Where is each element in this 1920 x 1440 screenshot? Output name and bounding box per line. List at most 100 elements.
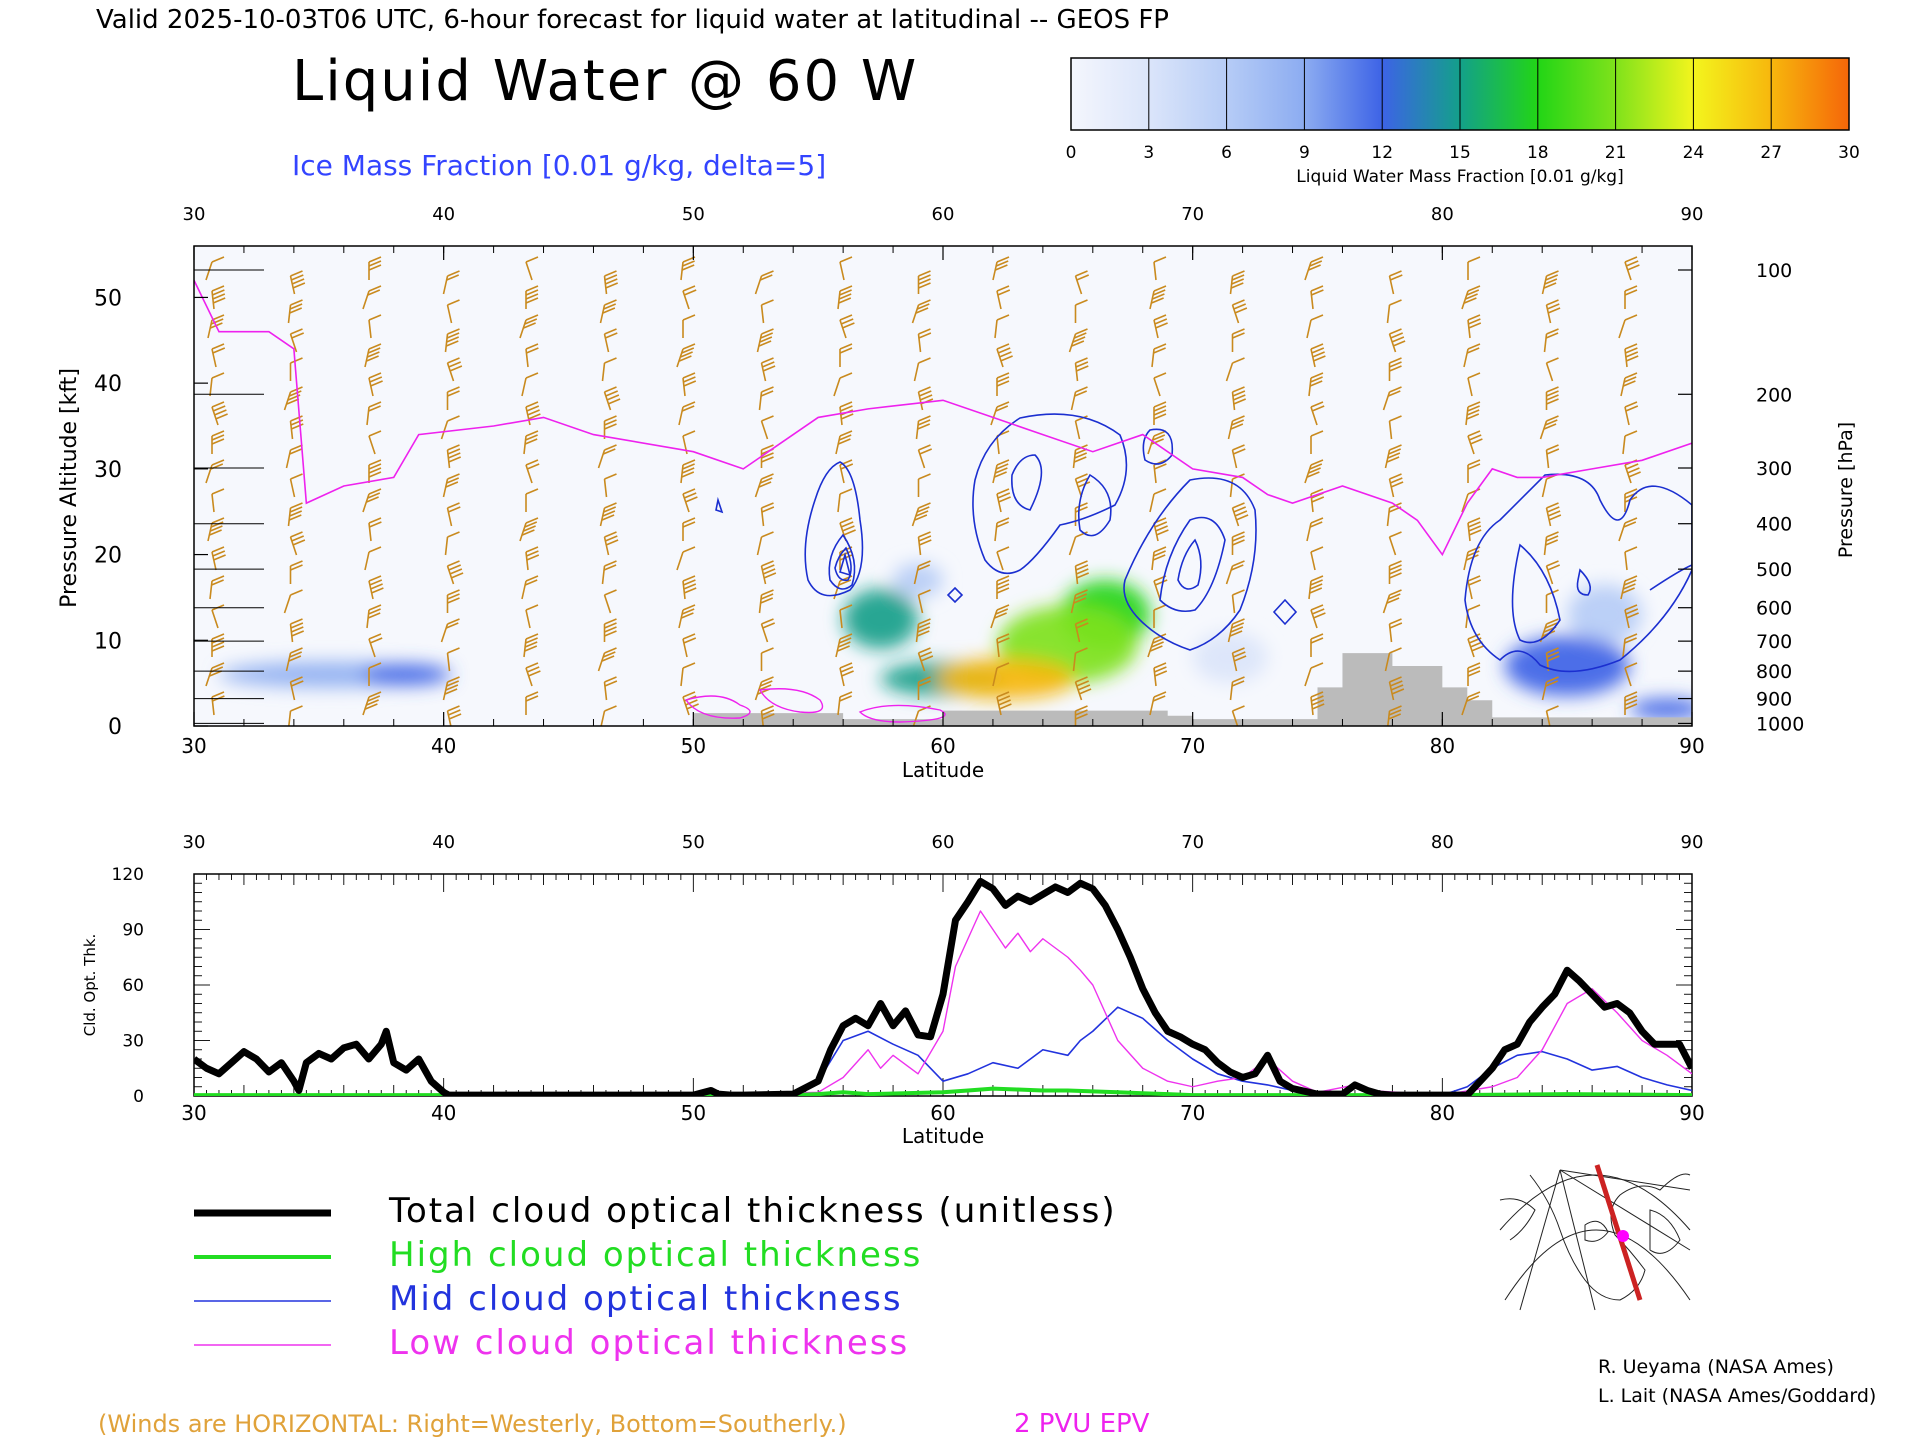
x-tick-label: 70 — [1181, 204, 1204, 225]
wind-barb — [1704, 329, 1718, 352]
wind-barb — [1074, 270, 1090, 295]
wind-barb — [519, 314, 539, 339]
wind-barb — [601, 357, 617, 382]
wind-barb — [1624, 285, 1638, 309]
chart-subtitle: Ice Mass Fraction [0.01 g/kg, delta=5] — [292, 149, 826, 182]
wind-barb — [1153, 401, 1167, 425]
wind-barb — [597, 444, 617, 469]
map-graticule — [1559, 1169, 1596, 1311]
wind-barb — [446, 357, 463, 382]
liquid-water-blob — [1192, 631, 1268, 684]
wind-barb — [1700, 503, 1716, 526]
wind-barb — [996, 546, 1010, 571]
wind-barb — [603, 386, 621, 411]
wind-barb — [1153, 517, 1169, 542]
wind-barb — [368, 517, 382, 542]
wind-barb — [760, 415, 774, 440]
ice-contour — [1177, 538, 1202, 590]
track-midpoint-marker — [1617, 1230, 1629, 1242]
wind-barb — [1467, 372, 1481, 397]
wind-barb — [446, 560, 464, 585]
map-coastline — [1649, 1209, 1681, 1254]
wind-barb — [1388, 676, 1405, 701]
colorbar-dividers — [1148, 58, 1772, 130]
colorbar-label: Liquid Water Mass Fraction [0.01 g/kg] — [1296, 167, 1623, 187]
liquid-water-blob — [935, 658, 1076, 700]
wind-barb — [440, 415, 460, 440]
y-tick-label: 60 — [122, 976, 144, 996]
wind-barb — [992, 459, 1010, 484]
wind-barb — [1070, 589, 1088, 614]
map-graticule — [1504, 1229, 1691, 1301]
wind-barb — [1388, 531, 1402, 556]
wind-barb — [913, 560, 931, 585]
wind-barb — [1624, 546, 1638, 571]
ice-contour — [1123, 477, 1257, 651]
wind-barb — [1704, 590, 1718, 613]
wind-barb — [446, 386, 460, 410]
x-tick-label: 80 — [1431, 204, 1454, 225]
optical-thickness-series — [194, 877, 1692, 1096]
wind-barb — [1704, 532, 1716, 555]
bottom-x-axis-label: Latitude — [902, 1124, 984, 1148]
ice-contour — [715, 496, 724, 514]
wind-barb — [289, 531, 306, 556]
cloud-optical-thickness-chart: 30 30 40 40 50 50 60 60 70 70 80 80 90 90 0 30 60 90 120 L… — [81, 832, 1705, 1148]
wind-barb — [1698, 445, 1716, 468]
wind-barb — [1068, 328, 1088, 353]
chart-title: Liquid Water @ 60 W — [292, 49, 918, 114]
wind-barb — [368, 459, 382, 483]
wind-barb — [283, 589, 303, 614]
wind-barb — [994, 517, 1010, 542]
wind-barb — [444, 328, 460, 353]
wind-barb — [1622, 430, 1638, 455]
wind-barb — [1618, 517, 1638, 542]
wind-barb — [211, 430, 225, 454]
wind-barb — [289, 270, 306, 295]
map-graticule — [1559, 1169, 1691, 1191]
wind-barb — [994, 314, 1010, 339]
wind-barb — [1151, 343, 1167, 368]
y-tick-label: 30 — [94, 458, 122, 483]
wind-barb — [289, 676, 304, 701]
x-tick-label: 80 — [1430, 734, 1455, 758]
wind-barb — [289, 328, 305, 353]
wind-barb — [1620, 575, 1638, 600]
wind-barb — [1545, 560, 1561, 585]
wind-barb — [760, 647, 774, 671]
y-tick-label: 30 — [122, 1032, 144, 1052]
liquid-water-blob — [843, 588, 919, 649]
x-tick-label: 80 — [1431, 832, 1454, 853]
ice-contour — [1142, 428, 1174, 465]
top-y-axis-label: Pressure Altitude [kft] — [57, 368, 82, 608]
wind-barb — [1700, 706, 1716, 729]
wind-barb — [1704, 387, 1717, 410]
wind-barb — [368, 662, 382, 686]
x-tick-label: 50 — [681, 734, 706, 758]
wind-barb — [209, 372, 225, 397]
wind-barb — [1622, 633, 1638, 658]
wind-barb — [289, 618, 305, 643]
wind-barb — [1461, 285, 1481, 310]
wind-barb — [1153, 314, 1168, 339]
wind-barb — [603, 676, 618, 701]
wind-barb — [205, 256, 225, 281]
wind-barb — [525, 459, 540, 484]
map-coastline — [1584, 1220, 1609, 1242]
wind-barb — [833, 372, 853, 397]
wind-barb — [1467, 430, 1483, 455]
x-tick-label: 60 — [930, 734, 955, 758]
liquid-water-field — [218, 563, 1692, 720]
wind-barb — [283, 386, 303, 411]
wind-barb — [1306, 314, 1324, 339]
wind-barb — [1702, 561, 1716, 584]
wind-barb — [603, 328, 618, 353]
wind-barb — [523, 633, 539, 658]
wind-barb — [525, 488, 539, 512]
wind-barb — [1620, 372, 1638, 397]
wind-barb — [760, 502, 775, 527]
wind-barb — [1304, 256, 1324, 281]
wind-barb — [1702, 358, 1716, 381]
winds-note: (Winds are HORIZONTAL: Right=Westerly, B… — [98, 1410, 847, 1438]
liquid-water-blob — [1504, 636, 1630, 696]
